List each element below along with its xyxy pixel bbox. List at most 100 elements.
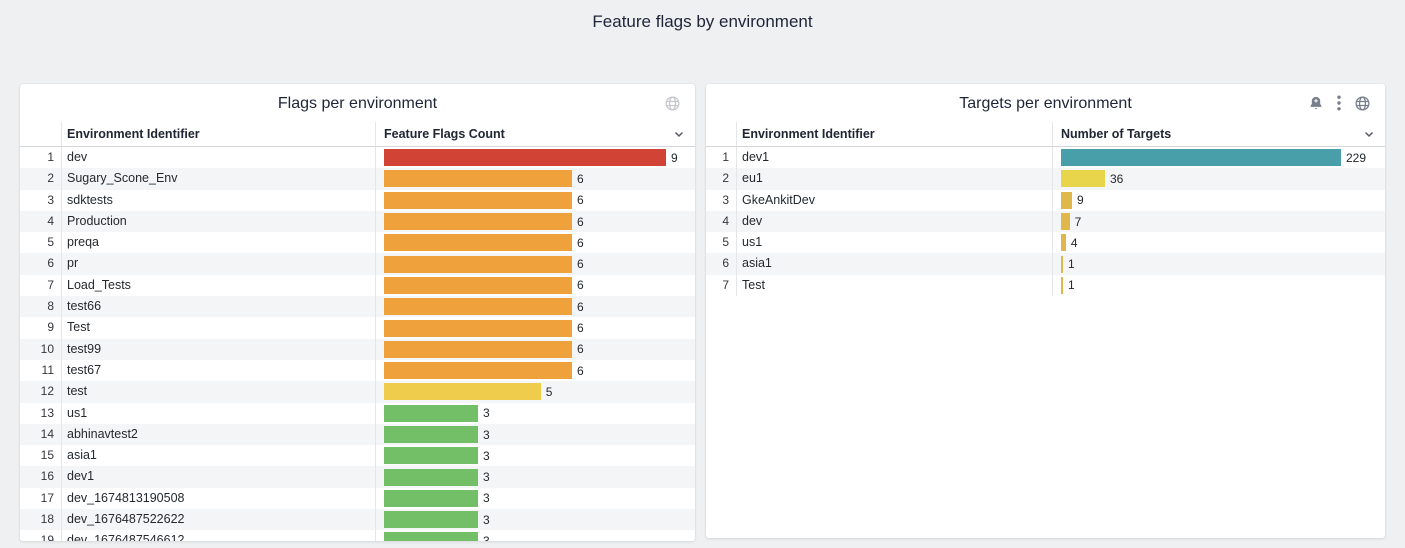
table-row: 3 GkeAnkitDev 9	[706, 189, 1385, 211]
panel-flags-per-environment: Flags per environment Environment Identi…	[20, 84, 695, 541]
bar	[384, 468, 478, 486]
table-row: 4 Production 6	[20, 210, 695, 233]
environment-name-cell: dev	[62, 147, 376, 169]
table-row: 7 Test 1	[706, 274, 1385, 297]
bar	[1061, 149, 1341, 167]
bar	[1061, 255, 1063, 273]
bar	[384, 532, 478, 541]
table-row: 2 Sugary_Scone_Env 6	[20, 168, 695, 190]
bar	[384, 319, 572, 337]
bar-value: 229	[1346, 150, 1367, 165]
bar-cell: 5	[376, 381, 695, 402]
bar-cell: 9	[376, 147, 695, 168]
bar-cell: 229	[1053, 147, 1385, 168]
bar	[384, 426, 478, 443]
bar-cell: 6	[376, 275, 695, 296]
row-number: 18	[20, 509, 62, 531]
bar-cell: 6	[376, 211, 695, 232]
environment-name-cell: test67	[62, 359, 376, 382]
row-number: 1	[20, 147, 62, 169]
bar-value: 3	[483, 533, 490, 541]
bar-value: 5	[545, 384, 553, 399]
bar	[384, 511, 478, 529]
environment-name-cell: pr	[62, 253, 376, 275]
row-number: 5	[706, 232, 737, 254]
bar-value: 3	[483, 491, 490, 506]
bar-value: 3	[483, 512, 490, 527]
environment-name-cell: dev_1674813190508	[62, 487, 376, 510]
row-number: 3	[20, 189, 62, 211]
environment-name-cell: Test	[737, 274, 1053, 297]
bar-cell: 3	[376, 424, 695, 445]
environment-name-cell: us1	[737, 232, 1053, 254]
table-row: 3 sdktests 6	[20, 189, 695, 211]
bar	[1061, 234, 1066, 252]
bar	[1061, 276, 1063, 294]
environment-name-cell: asia1	[737, 253, 1053, 275]
environment-name-cell: Production	[62, 210, 376, 233]
bar	[1061, 191, 1072, 209]
bar-cell: 1	[1053, 275, 1385, 296]
bar-value: 4	[1070, 235, 1078, 250]
column-header-targets[interactable]: Number of Targets	[1061, 127, 1172, 141]
globe-icon[interactable]	[1354, 95, 1371, 112]
chevron-down-icon[interactable]	[673, 128, 685, 140]
row-number: 1	[706, 147, 737, 169]
column-header-environment[interactable]: Environment Identifier	[62, 122, 376, 146]
bar-value: 3	[483, 406, 490, 421]
environment-name-cell: abhinavtest2	[62, 423, 376, 446]
table-row: 7 Load_Tests 6	[20, 274, 695, 297]
bar	[1061, 213, 1070, 231]
bar	[384, 340, 572, 358]
column-header-environment[interactable]: Environment Identifier	[737, 122, 1053, 146]
bar	[384, 362, 572, 380]
row-number: 4	[20, 210, 62, 233]
chevron-down-icon[interactable]	[1363, 128, 1375, 140]
table-row: 4 dev 7	[706, 210, 1385, 233]
panel-1-rows: 1 dev1 229 2 eu1 36 3 GkeAnkitDev 9 4 dev 7 5 us1 4 6 as…	[706, 147, 1385, 297]
row-number: 12	[20, 381, 62, 403]
row-number: 6	[20, 253, 62, 275]
table-row: 16 dev1 3	[20, 466, 695, 488]
table-header: Environment Identifier Number of Targets	[706, 122, 1385, 147]
environment-name-cell: Test	[62, 317, 376, 339]
panel-header: Targets per environment	[706, 84, 1385, 122]
bar-cell: 3	[376, 488, 695, 509]
bar-cell: 7	[1053, 211, 1385, 232]
bar	[384, 276, 572, 294]
bar	[384, 170, 572, 188]
bar	[384, 489, 478, 507]
bar-cell: 1	[1053, 253, 1385, 274]
bar-value: 36	[1110, 171, 1124, 186]
table-row: 8 test66 6	[20, 296, 695, 318]
row-number: 8	[20, 296, 62, 318]
page-title: Feature flags by environment	[592, 12, 813, 31]
panel-header: Flags per environment	[20, 84, 695, 122]
row-number: 7	[706, 274, 737, 297]
bar-cell: 6	[376, 360, 695, 381]
globe-icon[interactable]	[664, 95, 681, 112]
environment-name-cell: dev1	[737, 147, 1053, 169]
row-number: 3	[706, 189, 737, 211]
bar-cell: 3	[376, 466, 695, 487]
environment-name-cell: sdktests	[62, 189, 376, 211]
bar-cell: 4	[1053, 232, 1385, 253]
table-row: 5 preqa 6	[20, 232, 695, 254]
environment-name-cell: eu1	[737, 168, 1053, 190]
bar-value: 9	[1077, 193, 1084, 208]
bar-value: 3	[483, 470, 490, 485]
row-number: 16	[20, 466, 62, 488]
kebab-menu-icon[interactable]	[1337, 95, 1341, 111]
bar-value: 6	[577, 257, 584, 272]
bar-value: 6	[577, 214, 584, 229]
bar-value: 6	[577, 193, 584, 208]
bell-plus-icon[interactable]	[1308, 95, 1324, 111]
environment-name-cell: us1	[62, 402, 376, 424]
table-row: 1 dev 9	[20, 147, 695, 169]
environment-name-cell: test	[62, 381, 376, 403]
column-header-count[interactable]: Feature Flags Count	[384, 127, 505, 141]
bar	[384, 383, 541, 401]
table-row: 17 dev_1674813190508 3	[20, 487, 695, 510]
row-number: 19	[20, 530, 62, 541]
environment-name-cell: dev1	[62, 466, 376, 488]
